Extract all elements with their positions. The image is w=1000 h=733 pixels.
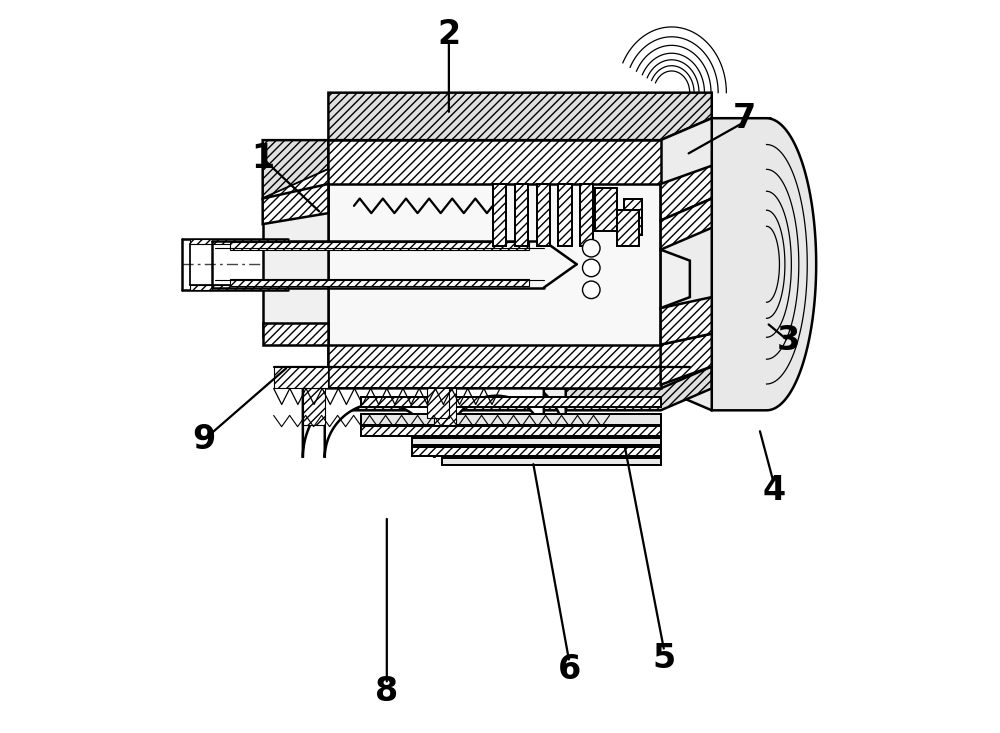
Text: 4: 4 [762,474,785,507]
Polygon shape [325,388,434,458]
Polygon shape [230,243,529,250]
Polygon shape [328,366,712,410]
Polygon shape [661,297,712,345]
Polygon shape [442,458,661,465]
Polygon shape [661,166,712,221]
Polygon shape [661,334,712,385]
Polygon shape [661,199,712,250]
Polygon shape [230,279,529,286]
Polygon shape [661,118,770,410]
Text: 5: 5 [653,642,676,675]
Text: 3: 3 [777,325,800,358]
Polygon shape [186,89,843,571]
Polygon shape [617,210,639,246]
Polygon shape [595,188,617,232]
Polygon shape [412,438,661,446]
Polygon shape [263,184,328,224]
Polygon shape [493,184,506,246]
Polygon shape [328,140,661,388]
Polygon shape [274,366,328,388]
Polygon shape [303,388,325,425]
Polygon shape [263,169,328,213]
Polygon shape [449,388,544,443]
Polygon shape [661,250,690,308]
Polygon shape [263,323,328,337]
Polygon shape [303,381,456,458]
Polygon shape [558,184,572,246]
Circle shape [583,259,600,276]
Polygon shape [190,284,288,290]
Text: 7: 7 [733,102,756,135]
Circle shape [583,240,600,257]
Text: 9: 9 [193,423,216,456]
Text: 1: 1 [251,142,274,175]
Polygon shape [361,414,661,425]
Polygon shape [412,447,661,456]
Polygon shape [537,184,550,246]
Polygon shape [328,140,661,184]
Polygon shape [580,184,593,246]
Polygon shape [361,397,661,407]
Polygon shape [712,118,816,410]
Polygon shape [515,184,528,246]
Polygon shape [263,169,328,337]
Text: 2: 2 [437,18,460,51]
Polygon shape [328,92,712,140]
Polygon shape [427,374,566,443]
Polygon shape [434,388,456,425]
Polygon shape [263,140,328,199]
Polygon shape [361,427,661,436]
Text: 6: 6 [558,653,581,686]
Circle shape [583,281,600,298]
Text: 8: 8 [375,675,398,708]
Polygon shape [427,388,449,418]
Polygon shape [263,323,328,345]
Polygon shape [190,239,288,244]
Polygon shape [624,199,642,235]
Polygon shape [328,345,661,388]
